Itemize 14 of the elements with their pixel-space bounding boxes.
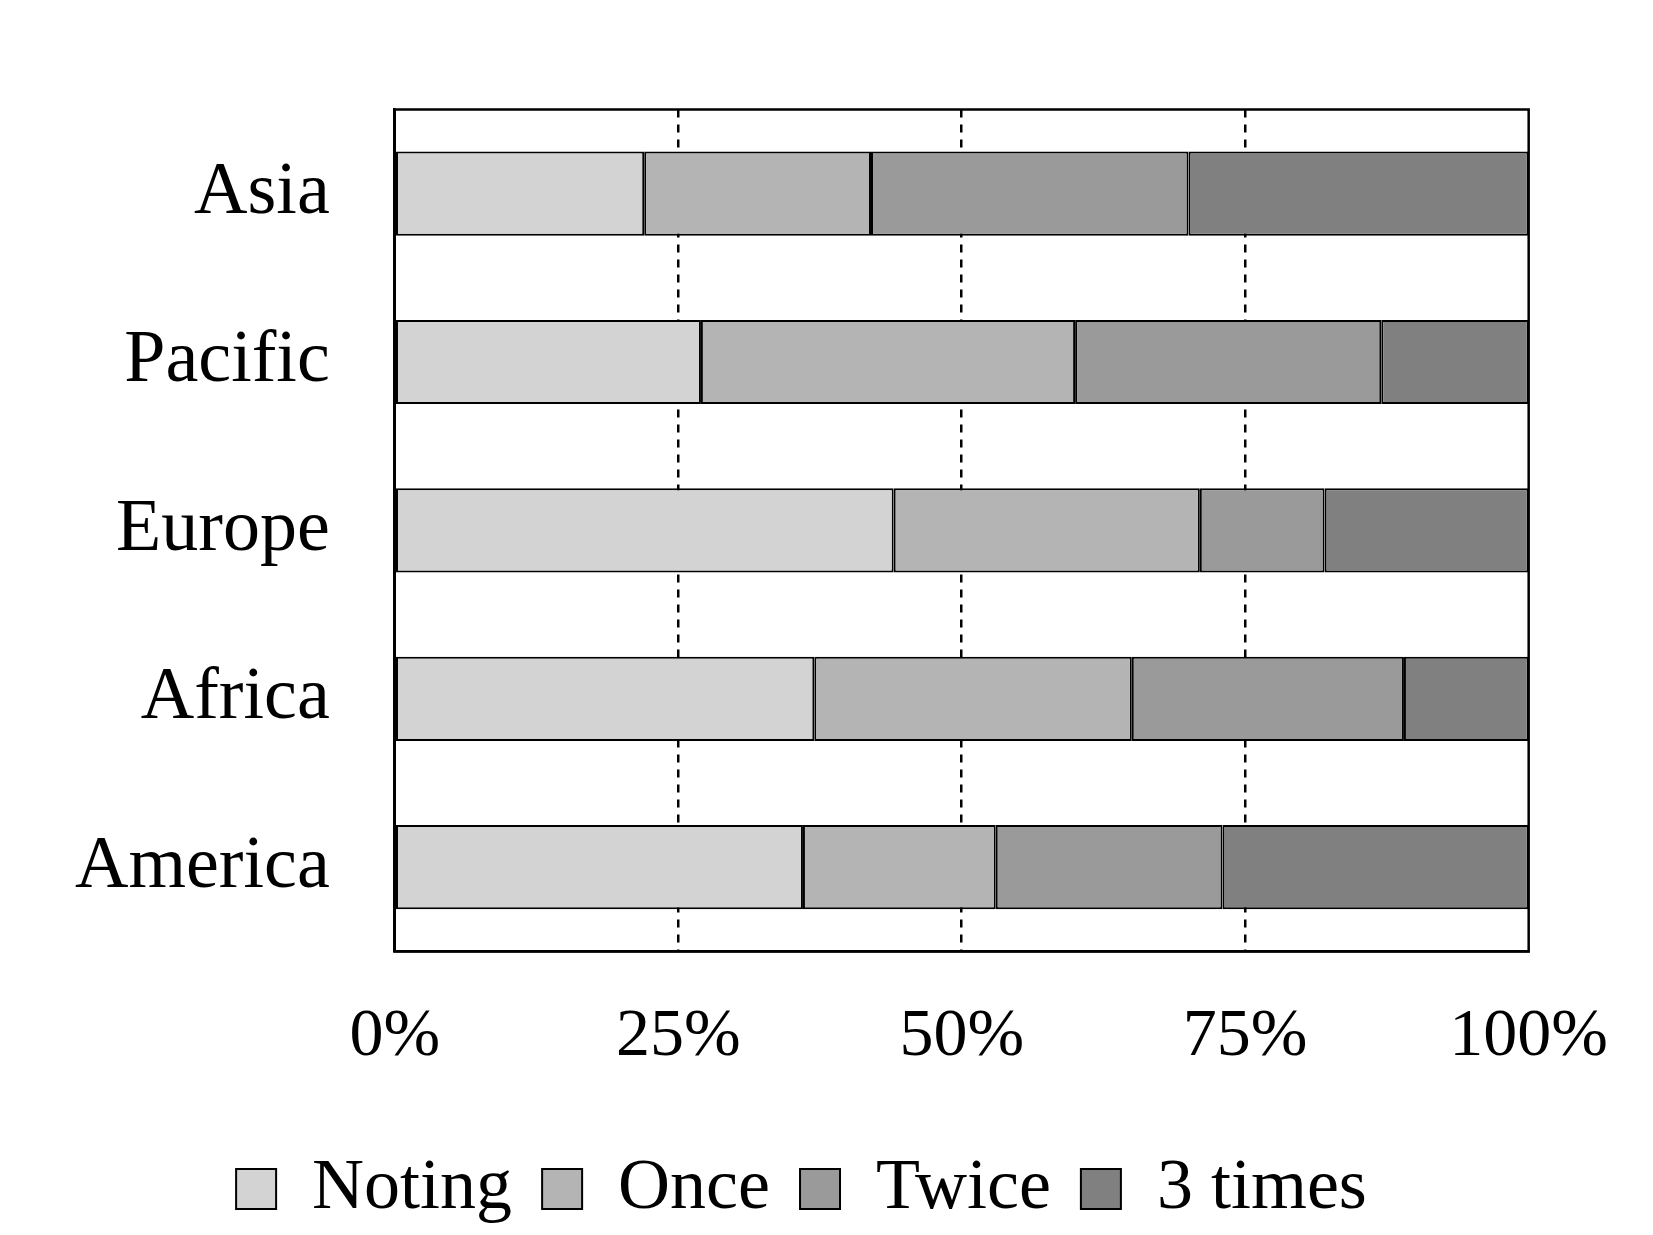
y-tick-label: Asia: [194, 147, 330, 230]
x-tick-label: 0%: [349, 994, 441, 1071]
legend-label: 3 times: [1156, 1143, 1367, 1224]
y-tick-label: Europe: [116, 483, 330, 566]
x-tick-label: 50%: [899, 994, 1025, 1071]
y-tick-label: Pacific: [124, 315, 330, 398]
y-tick-label: America: [74, 820, 330, 903]
x-tick-label: 75%: [1182, 994, 1308, 1071]
x-tick-label: 100%: [1449, 994, 1609, 1071]
y-tick-label: Africa: [140, 652, 330, 735]
x-tick-label: 25%: [615, 994, 741, 1071]
legend-label: Once: [618, 1143, 771, 1224]
legend-label: Noting: [312, 1143, 513, 1224]
legend-label: Twice: [876, 1143, 1051, 1224]
